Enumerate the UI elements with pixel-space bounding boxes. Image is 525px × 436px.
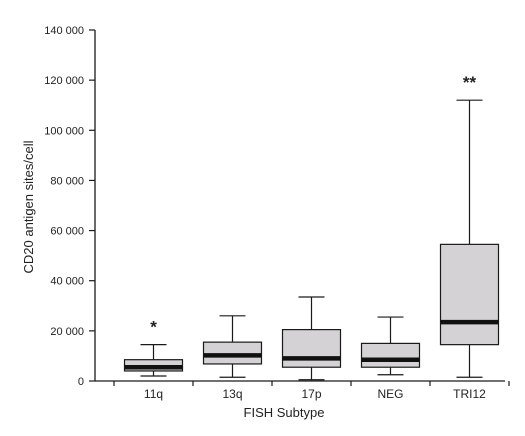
y-tick-label: 100 000 xyxy=(44,125,84,137)
significance-marker: ** xyxy=(463,73,477,92)
x-tick-label: 13q xyxy=(222,387,242,401)
iqr-box xyxy=(202,341,263,365)
box-neg xyxy=(360,316,421,376)
y-axis: 0 20 000 40 000 60 000 80 000 100 000 120 000 1… xyxy=(44,25,96,388)
y-tick-label: 60 000 xyxy=(50,226,84,238)
y-axis-title: CD20 antigen sites/cell xyxy=(21,140,36,273)
x-axis: 11q 13q 17p NEG TRI12 xyxy=(95,380,510,401)
y-tick-label: 80 000 xyxy=(50,175,84,187)
x-tick-label: TRI12 xyxy=(453,387,486,401)
significance-marker: * xyxy=(150,318,157,337)
x-tick-label: NEG xyxy=(377,387,403,401)
iqr-box xyxy=(439,243,500,346)
y-tick-label: 140 000 xyxy=(44,25,84,37)
x-axis-title: FISH Subtype xyxy=(244,405,325,420)
x-tick-label: 17p xyxy=(301,387,321,401)
y-tick-label: 40 000 xyxy=(50,276,84,288)
y-tick-label: 0 xyxy=(78,376,84,388)
y-tick-label: 20 000 xyxy=(50,326,84,338)
box-17p xyxy=(281,296,342,381)
y-tick-label: 120 000 xyxy=(44,75,84,87)
iqr-box xyxy=(281,329,342,368)
x-tick-label: 11q xyxy=(144,387,163,401)
iqr-box xyxy=(360,342,421,368)
box-series: *** xyxy=(123,73,500,381)
box-13q xyxy=(202,315,263,378)
box-11q: * xyxy=(123,318,184,377)
box-tri12: ** xyxy=(439,73,500,378)
